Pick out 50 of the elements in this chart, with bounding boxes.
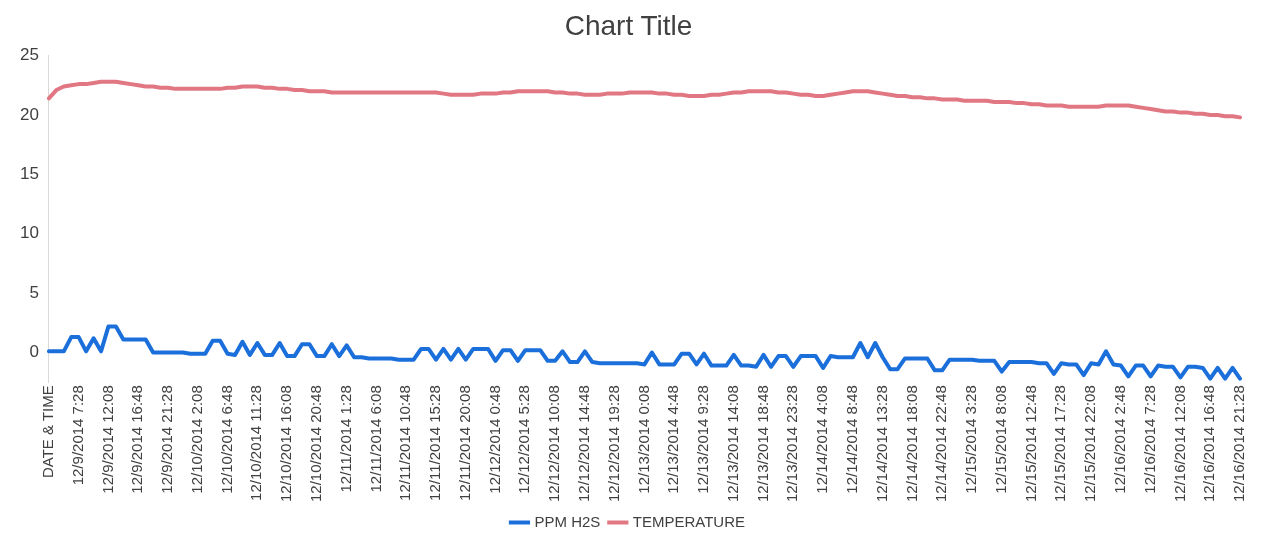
legend-label: TEMPERATURE xyxy=(632,512,746,530)
x-tick-label: 12/14/2014 8:48 xyxy=(843,385,861,494)
y-tick-label: 5 xyxy=(29,282,39,302)
x-tick-label: 12/9/2014 16:48 xyxy=(128,385,146,494)
x-tick-label: 12/10/2014 16:08 xyxy=(277,385,295,502)
x-tick-label: 12/15/2014 12:48 xyxy=(1021,385,1039,502)
x-tick-label: 12/12/2014 5:28 xyxy=(515,385,533,494)
y-tick-label: 15 xyxy=(19,164,39,184)
x-tick-label: 12/11/2014 20:08 xyxy=(455,385,473,501)
x-tick-label: 12/9/2014 21:28 xyxy=(158,385,176,494)
chart-title: Chart Title xyxy=(564,9,693,41)
x-tick-label: 12/14/2014 4:08 xyxy=(813,385,831,494)
y-tick-label: 10 xyxy=(19,223,39,243)
x-tick-label: DATE & TIME xyxy=(39,385,57,479)
x-tick-label: 12/13/2014 9:28 xyxy=(694,385,712,494)
x-tick-label: 12/13/2014 18:48 xyxy=(753,385,771,502)
x-tick-label: 12/14/2014 18:08 xyxy=(902,385,920,502)
x-tick-label: 12/16/2014 2:48 xyxy=(1111,385,1129,494)
y-tick-label: 25 xyxy=(19,45,39,65)
x-tick-label: 12/15/2014 3:28 xyxy=(962,385,980,494)
legend-label: PPM H2S xyxy=(534,512,601,530)
x-tick-label: 12/12/2014 14:48 xyxy=(575,385,593,502)
x-tick-label: 12/16/2014 7:28 xyxy=(1140,385,1158,494)
y-tick-label: 20 xyxy=(19,104,39,124)
x-tick-label: 12/16/2014 21:28 xyxy=(1230,385,1248,502)
x-tick-label: 12/15/2014 22:08 xyxy=(1081,385,1099,502)
x-tick-label: 12/11/2014 1:28 xyxy=(336,385,354,493)
x-tick-label: 12/9/2014 7:28 xyxy=(68,385,86,486)
x-tick-label: 12/10/2014 11:28 xyxy=(247,385,265,501)
x-tick-label: 12/9/2014 12:08 xyxy=(98,385,116,494)
x-tick-label: 12/11/2014 6:08 xyxy=(366,385,384,493)
x-tick-label: 12/12/2014 19:28 xyxy=(604,385,622,502)
y-tick-label: 0 xyxy=(29,342,39,362)
x-tick-label: 12/13/2014 14:08 xyxy=(723,385,741,502)
x-tick-label: 12/16/2014 16:48 xyxy=(1200,385,1218,502)
x-tick-label: 12/15/2014 8:08 xyxy=(991,385,1009,494)
x-tick-label: 12/10/2014 20:48 xyxy=(307,385,325,502)
x-tick-label: 12/13/2014 0:08 xyxy=(634,385,652,494)
x-tick-label: 12/10/2014 2:08 xyxy=(187,385,205,494)
x-tick-label: 12/13/2014 4:48 xyxy=(664,385,682,494)
x-tick-label: 12/11/2014 15:28 xyxy=(426,385,444,501)
x-tick-label: 12/12/2014 0:48 xyxy=(485,385,503,494)
x-tick-label: 12/11/2014 10:48 xyxy=(396,385,414,501)
x-tick-label: 12/16/2014 12:08 xyxy=(1170,385,1188,502)
x-tick-label: 12/14/2014 13:28 xyxy=(872,385,890,502)
x-tick-label: 12/10/2014 6:48 xyxy=(217,385,235,494)
x-tick-label: 12/14/2014 22:48 xyxy=(932,385,950,502)
x-tick-label: 12/13/2014 23:28 xyxy=(783,385,801,502)
x-tick-label: 12/12/2014 10:08 xyxy=(545,385,563,502)
x-tick-label: 12/15/2014 17:28 xyxy=(1051,385,1069,502)
